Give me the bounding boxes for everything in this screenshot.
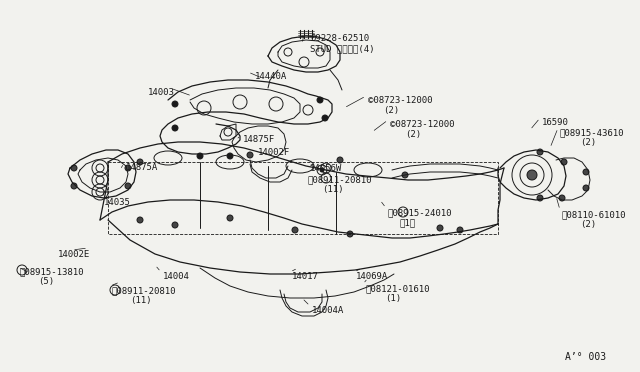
- Text: (2): (2): [383, 106, 399, 115]
- Text: (1): (1): [385, 294, 401, 303]
- Circle shape: [322, 115, 328, 121]
- Text: STUD スタッド(4): STUD スタッド(4): [310, 44, 374, 53]
- Circle shape: [561, 159, 567, 165]
- Text: 14056W: 14056W: [310, 164, 342, 173]
- Circle shape: [559, 195, 565, 201]
- Circle shape: [137, 217, 143, 223]
- Text: 09228-62510: 09228-62510: [310, 34, 369, 43]
- Circle shape: [527, 170, 537, 180]
- Circle shape: [247, 152, 253, 158]
- Circle shape: [337, 157, 343, 163]
- Circle shape: [227, 153, 233, 159]
- Text: (2): (2): [580, 220, 596, 229]
- Text: 14004: 14004: [163, 272, 190, 281]
- Circle shape: [402, 172, 408, 178]
- Circle shape: [125, 165, 131, 171]
- Text: 14002F: 14002F: [258, 148, 291, 157]
- Circle shape: [172, 125, 178, 131]
- Circle shape: [71, 165, 77, 171]
- Text: 14002E: 14002E: [58, 250, 90, 259]
- Text: 14875A: 14875A: [126, 163, 158, 172]
- Text: 14003: 14003: [148, 88, 175, 97]
- Text: 16590: 16590: [542, 118, 569, 127]
- Circle shape: [537, 195, 543, 201]
- Text: 14035: 14035: [104, 198, 131, 207]
- Text: 14017: 14017: [292, 272, 319, 281]
- Circle shape: [317, 97, 323, 103]
- Text: ©08723-12000: ©08723-12000: [390, 120, 454, 129]
- Text: Ⓜ08915-43610: Ⓜ08915-43610: [560, 128, 625, 137]
- Circle shape: [320, 168, 324, 172]
- Text: 14440A: 14440A: [255, 72, 287, 81]
- Circle shape: [457, 227, 463, 233]
- Circle shape: [197, 153, 203, 159]
- Circle shape: [292, 227, 298, 233]
- Text: (11): (11): [130, 296, 152, 305]
- Text: ⒱08110-61010: ⒱08110-61010: [562, 210, 627, 219]
- Circle shape: [71, 183, 77, 189]
- Circle shape: [437, 225, 443, 231]
- Text: Ⓝ08911-20810: Ⓝ08911-20810: [112, 286, 177, 295]
- Text: ⒱08121-01610: ⒱08121-01610: [365, 284, 429, 293]
- Text: Ⓝ08915-13810: Ⓝ08915-13810: [20, 267, 84, 276]
- Text: 14069A: 14069A: [356, 272, 388, 281]
- Text: Ⓜ08915-24010: Ⓜ08915-24010: [388, 208, 452, 217]
- Text: ©08723-12000: ©08723-12000: [368, 96, 433, 105]
- Circle shape: [137, 159, 143, 165]
- Text: (2): (2): [405, 130, 421, 139]
- Text: (2): (2): [580, 138, 596, 147]
- Text: 14875F: 14875F: [243, 135, 275, 144]
- Circle shape: [172, 222, 178, 228]
- Circle shape: [347, 231, 353, 237]
- Text: Ⓝ08911-20810: Ⓝ08911-20810: [307, 175, 371, 184]
- Text: (11): (11): [322, 185, 344, 194]
- Circle shape: [583, 185, 589, 191]
- Text: (5): (5): [38, 277, 54, 286]
- Text: 14004A: 14004A: [312, 306, 344, 315]
- Circle shape: [125, 183, 131, 189]
- Circle shape: [537, 149, 543, 155]
- Circle shape: [583, 169, 589, 175]
- Text: A’° 003: A’° 003: [565, 352, 612, 362]
- Bar: [108, 162, 498, 234]
- Text: 1）: 1）: [400, 218, 416, 227]
- Circle shape: [227, 215, 233, 221]
- Circle shape: [172, 101, 178, 107]
